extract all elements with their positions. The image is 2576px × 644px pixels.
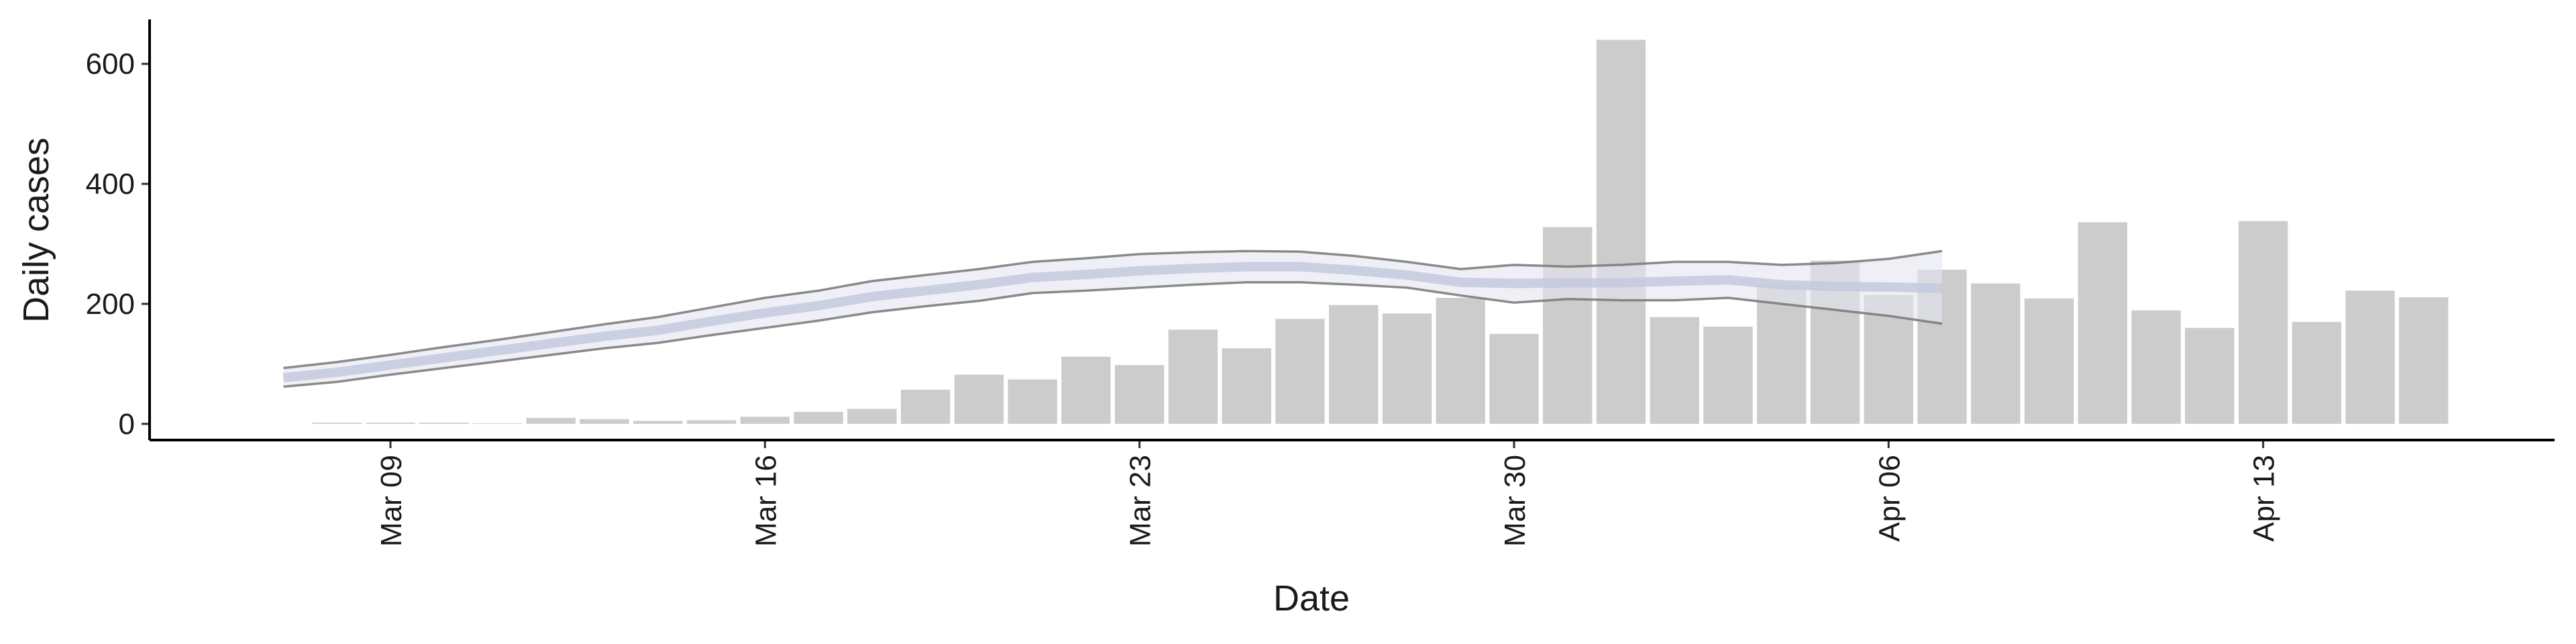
y-axis-title: Daily cases — [16, 138, 56, 323]
bar — [2185, 327, 2235, 424]
bar — [847, 409, 897, 424]
bar — [2345, 290, 2395, 424]
bar — [1436, 298, 1485, 424]
bar — [1382, 313, 1432, 424]
bar — [900, 389, 951, 424]
bar — [1275, 319, 1325, 424]
band-edge — [283, 281, 1943, 388]
y-tick-label: 600 — [86, 48, 135, 80]
x-tick-label: Mar 30 — [1499, 455, 1532, 547]
bar — [1650, 317, 1699, 424]
bar — [1703, 326, 1753, 424]
x-tick-label: Apr 06 — [1873, 455, 1906, 542]
bar — [1008, 379, 1057, 424]
bar — [366, 423, 415, 424]
y-tick-label: 0 — [119, 408, 135, 441]
estimate-line — [282, 262, 1943, 382]
bar — [633, 421, 683, 424]
bar — [2078, 222, 2128, 424]
bar — [526, 417, 576, 424]
bar — [1114, 365, 1165, 424]
bar — [794, 411, 843, 424]
bar — [472, 423, 523, 424]
x-tick-label: Mar 16 — [749, 455, 782, 547]
bar — [1596, 40, 1646, 424]
bar — [2399, 297, 2449, 424]
bar — [2024, 298, 2074, 424]
bar — [2292, 321, 2342, 424]
bar — [740, 417, 790, 424]
bar — [2238, 221, 2288, 424]
bar — [1971, 283, 2021, 424]
x-tick-label: Mar 23 — [1124, 455, 1157, 547]
bar — [419, 423, 469, 424]
band-edge — [283, 250, 1943, 370]
bar — [1757, 284, 1807, 424]
bar — [580, 419, 629, 424]
x-tick-label: Apr 13 — [2248, 455, 2281, 542]
bar — [1168, 329, 1218, 424]
bar — [312, 423, 362, 424]
bar — [1222, 348, 1271, 424]
bar — [1061, 356, 1111, 424]
bar — [1543, 227, 1593, 424]
bar — [954, 374, 1004, 424]
y-tick-label: 200 — [86, 288, 135, 321]
x-tick-label: Mar 09 — [375, 455, 408, 547]
y-tick-label: 400 — [86, 168, 135, 201]
bar — [1489, 333, 1539, 424]
bar — [686, 420, 737, 424]
bar — [1329, 305, 1379, 424]
bar — [2131, 310, 2181, 424]
x-axis-title: Date — [1273, 578, 1350, 619]
